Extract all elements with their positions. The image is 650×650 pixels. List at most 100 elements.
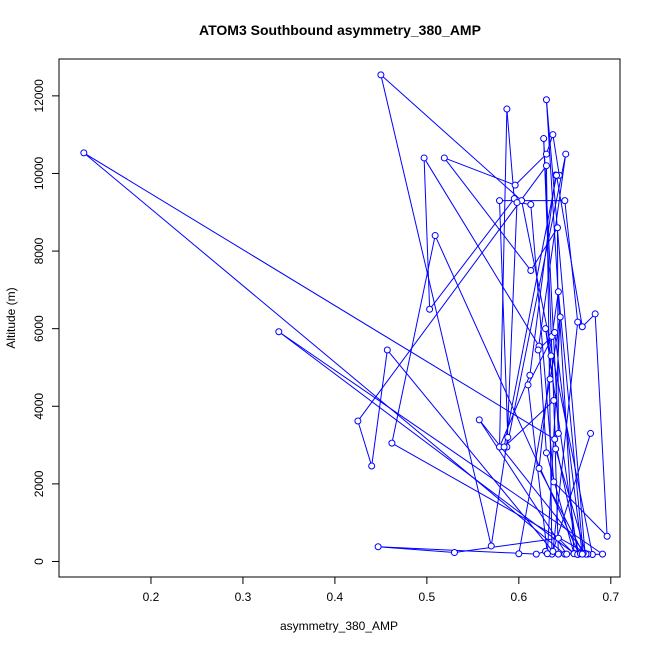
data-point (551, 329, 559, 337)
series-line-segment (429, 198, 515, 310)
data-point (542, 449, 550, 457)
data-point (554, 429, 562, 437)
series-line-segment (357, 420, 373, 467)
series-line-segment (444, 157, 516, 186)
series-line-segment (551, 291, 559, 337)
data-point (527, 266, 535, 274)
x-tick-label: 0.2 (143, 590, 160, 604)
series-line-segment (423, 157, 540, 347)
data-point (377, 71, 385, 79)
series-line-segment (434, 235, 580, 554)
data-point (587, 429, 595, 437)
data-point (513, 199, 521, 207)
series-line-segment (555, 448, 587, 555)
series-line-segment (546, 317, 561, 554)
series-lines (83, 74, 608, 555)
data-point (275, 328, 283, 336)
data-point (561, 197, 569, 205)
data-point (515, 550, 523, 558)
data-point (496, 197, 504, 205)
data-point (374, 543, 382, 551)
data-point (420, 154, 428, 162)
series-line-segment (538, 355, 552, 469)
data-point (542, 162, 550, 170)
y-tick-label: 6000 (32, 315, 46, 342)
data-point (551, 435, 559, 443)
series-line-segment (529, 174, 557, 376)
series-line-segment (518, 379, 551, 554)
data-point (503, 105, 511, 113)
series-line-segment (278, 331, 603, 555)
data-point (383, 346, 391, 354)
series-line-segment (380, 74, 522, 201)
series-line-segment (553, 481, 608, 537)
series-line-segment (499, 200, 509, 438)
data-point (487, 542, 495, 550)
data-point (552, 445, 560, 453)
data-point (532, 550, 540, 558)
series-line-segment (594, 313, 608, 537)
series-line-segment (551, 433, 592, 555)
series-line-segment (478, 419, 568, 555)
data-point (504, 433, 512, 441)
data-point (550, 478, 558, 486)
x-tick-label: 0.5 (419, 590, 436, 604)
data-point (500, 443, 508, 451)
series-line-segment (506, 202, 518, 448)
data-point (542, 150, 550, 158)
data-point (354, 417, 362, 425)
data-point (440, 154, 448, 162)
y-tick-label: 12000 (32, 79, 46, 113)
data-point (547, 352, 555, 360)
data-point (535, 464, 543, 472)
data-point (556, 313, 564, 321)
series-line-segment (545, 328, 552, 356)
y-tick-label: 8000 (32, 237, 46, 264)
x-tick-label: 0.7 (602, 590, 619, 604)
data-point (553, 171, 561, 179)
data-point (603, 532, 611, 540)
data-point (540, 135, 548, 143)
series-line-segment (423, 157, 431, 310)
series-line-segment (371, 349, 388, 467)
series-line-segment (538, 346, 547, 453)
series-line-segment (357, 165, 547, 422)
series-line-segment (545, 99, 575, 554)
data-point (578, 323, 586, 331)
data-point (534, 346, 542, 354)
data-point (527, 201, 535, 209)
x-axis-label: asymmetry_380_AMP (280, 619, 398, 633)
y-tick-label: 2000 (32, 470, 46, 497)
data-point (526, 371, 534, 379)
series-line-segment (556, 175, 583, 327)
data-point (388, 439, 396, 447)
data-point (554, 550, 562, 558)
series-line-segment (83, 152, 555, 440)
data-point (80, 149, 88, 157)
series-line-segment (538, 468, 584, 554)
data-point (563, 550, 571, 558)
series-line-segment (380, 74, 492, 547)
series-line-segment (499, 375, 531, 448)
data-point (562, 150, 570, 158)
series-line-segment (83, 152, 566, 555)
series-line-segment (278, 331, 575, 554)
data-point (599, 550, 607, 558)
series-line-segment (499, 109, 508, 448)
series-line-segment (557, 291, 584, 554)
series-line-segment (490, 437, 509, 547)
data-point (542, 325, 550, 333)
series-line-segment (549, 316, 561, 380)
x-axis: 0.2 0.3 0.4 0.5 0.6 0.7 (143, 576, 619, 604)
y-tick-label: 0 (32, 558, 46, 565)
series-line-segment (543, 138, 559, 434)
plot-frame (58, 58, 621, 578)
series-line-segment (514, 153, 547, 186)
series-line-segment (552, 134, 560, 176)
series-line-segment (454, 537, 559, 554)
y-axis-label: Altitude (m) (4, 287, 18, 348)
data-point (368, 462, 376, 470)
y-axis: 0 2000 4000 6000 8000 10000 12000 (32, 79, 60, 565)
x-tick-label: 0.6 (510, 590, 527, 604)
